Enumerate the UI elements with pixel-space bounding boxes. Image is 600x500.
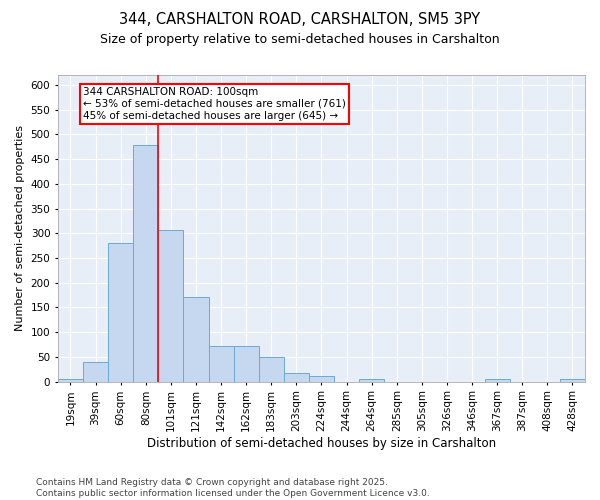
Bar [83,362,108,382]
X-axis label: Distribution of semi-detached houses by size in Carshalton: Distribution of semi-detached houses by … [147,437,496,450]
Text: 344 CARSHALTON ROAD: 100sqm
← 53% of semi-detached houses are smaller (761)
45% : 344 CARSHALTON ROAD: 100sqm ← 53% of sem… [83,88,346,120]
Bar [233,346,259,382]
Y-axis label: Number of semi-detached properties: Number of semi-detached properties [15,126,25,332]
Text: 344, CARSHALTON ROAD, CARSHALTON, SM5 3PY: 344, CARSHALTON ROAD, CARSHALTON, SM5 3P… [119,12,481,28]
Bar [485,379,510,382]
Bar [184,296,209,382]
Bar [259,357,284,382]
Bar [309,376,334,382]
Bar [158,230,184,382]
Text: Size of property relative to semi-detached houses in Carshalton: Size of property relative to semi-detach… [100,32,500,46]
Bar [560,379,585,382]
Text: Contains HM Land Registry data © Crown copyright and database right 2025.
Contai: Contains HM Land Registry data © Crown c… [36,478,430,498]
Bar [209,346,233,382]
Bar [359,379,384,382]
Bar [133,145,158,382]
Bar [58,379,83,382]
Bar [284,373,309,382]
Bar [108,243,133,382]
